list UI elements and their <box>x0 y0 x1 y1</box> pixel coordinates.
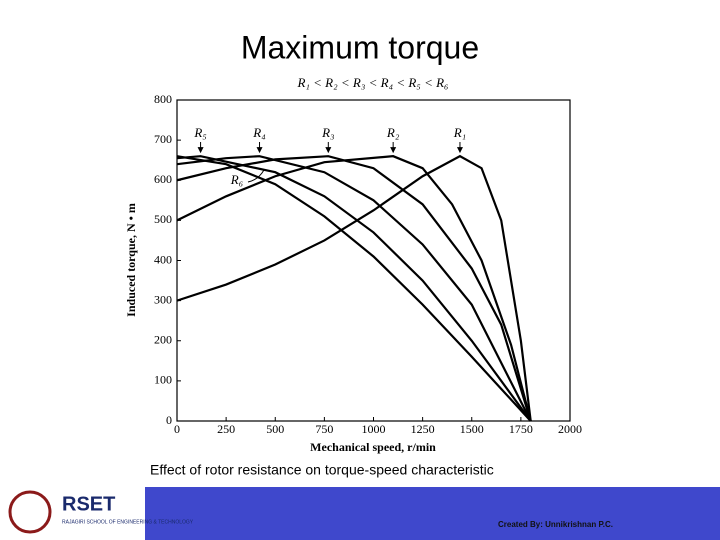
slide-title: Maximum torque <box>241 29 479 65</box>
y-tick-label: 800 <box>154 92 172 106</box>
logo-emblem <box>8 490 52 534</box>
arrow-head <box>325 147 332 154</box>
torque-curve <box>176 154 532 422</box>
x-tick-label: 750 <box>315 422 333 436</box>
x-tick-label: 1750 <box>509 422 533 436</box>
arrow-head <box>390 147 397 154</box>
torque-curve <box>176 155 532 422</box>
school-name: RAJAGIRI SCHOOL OF ENGINEERING & TECHNOL… <box>62 519 194 525</box>
arrow-head <box>256 147 263 154</box>
x-tick-label: 500 <box>266 422 284 436</box>
y-tick-label: 400 <box>154 252 172 266</box>
arrow-head <box>197 147 204 154</box>
curve-label: R₄ <box>252 125 266 140</box>
curve-label: R₁ <box>453 125 466 140</box>
arrow-head <box>456 147 463 154</box>
curve-label: R₅ <box>193 125 206 140</box>
curve-label: R₂ <box>386 125 400 140</box>
caption: Effect of rotor resistance on torque-spe… <box>150 462 494 478</box>
logo-text: RSET <box>62 493 115 515</box>
y-tick-label: 500 <box>154 212 172 226</box>
x-axis-label: Mechanical speed, r/min <box>310 440 436 454</box>
y-tick-label: 600 <box>154 172 172 186</box>
x-tick-label: 250 <box>217 422 235 436</box>
curve-label: R₆ <box>230 172 243 187</box>
y-tick-label: 300 <box>154 292 172 306</box>
x-tick-label: 1250 <box>411 422 435 436</box>
torque-curve <box>176 155 532 422</box>
credit: Created By: Unnikrishnan P.C. <box>498 520 613 529</box>
y-axis-label: Induced torque, N • m <box>124 203 138 317</box>
label-arrow <box>247 169 265 183</box>
torque-curve <box>176 155 532 422</box>
torque-curve <box>176 155 532 422</box>
y-tick-label: 700 <box>154 132 172 146</box>
y-tick-label: 100 <box>154 373 172 387</box>
y-tick-label: 200 <box>154 333 172 347</box>
x-tick-label: 2000 <box>558 422 582 436</box>
plot-frame <box>176 99 571 422</box>
x-tick-label: 1000 <box>362 422 386 436</box>
x-tick-label: 1500 <box>460 422 484 436</box>
x-tick-label: 0 <box>174 422 180 436</box>
y-tick-label: 0 <box>166 413 172 427</box>
chart-subtitle: R₁ < R₂ < R₃ < R₄ < R₅ < R₆ <box>296 75 448 90</box>
curve-label: R₃ <box>321 125 334 140</box>
torque-curve <box>176 155 532 422</box>
